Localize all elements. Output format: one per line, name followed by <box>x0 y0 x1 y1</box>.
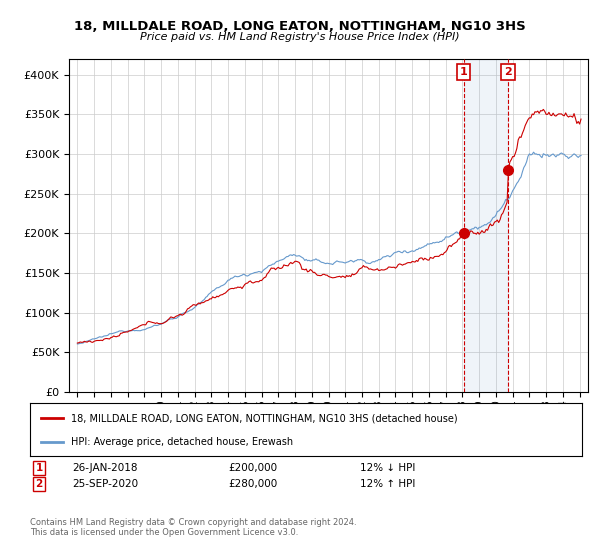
Text: 12% ↑ HPI: 12% ↑ HPI <box>360 479 415 489</box>
Text: Contains HM Land Registry data © Crown copyright and database right 2024.
This d: Contains HM Land Registry data © Crown c… <box>30 518 356 538</box>
Text: HPI: Average price, detached house, Erewash: HPI: Average price, detached house, Erew… <box>71 436 293 446</box>
Text: 18, MILLDALE ROAD, LONG EATON, NOTTINGHAM, NG10 3HS (detached house): 18, MILLDALE ROAD, LONG EATON, NOTTINGHA… <box>71 413 458 423</box>
Bar <box>464 59 508 392</box>
Text: £200,000: £200,000 <box>228 463 277 473</box>
Text: 2: 2 <box>504 67 512 77</box>
Text: Price paid vs. HM Land Registry's House Price Index (HPI): Price paid vs. HM Land Registry's House … <box>140 32 460 43</box>
Text: 1: 1 <box>35 463 43 473</box>
Text: 25-SEP-2020: 25-SEP-2020 <box>72 479 138 489</box>
Text: 2: 2 <box>35 479 43 489</box>
Text: 26-JAN-2018: 26-JAN-2018 <box>72 463 137 473</box>
Text: 18, MILLDALE ROAD, LONG EATON, NOTTINGHAM, NG10 3HS: 18, MILLDALE ROAD, LONG EATON, NOTTINGHA… <box>74 20 526 32</box>
Text: 1: 1 <box>460 67 467 77</box>
Text: 12% ↓ HPI: 12% ↓ HPI <box>360 463 415 473</box>
Text: £280,000: £280,000 <box>228 479 277 489</box>
